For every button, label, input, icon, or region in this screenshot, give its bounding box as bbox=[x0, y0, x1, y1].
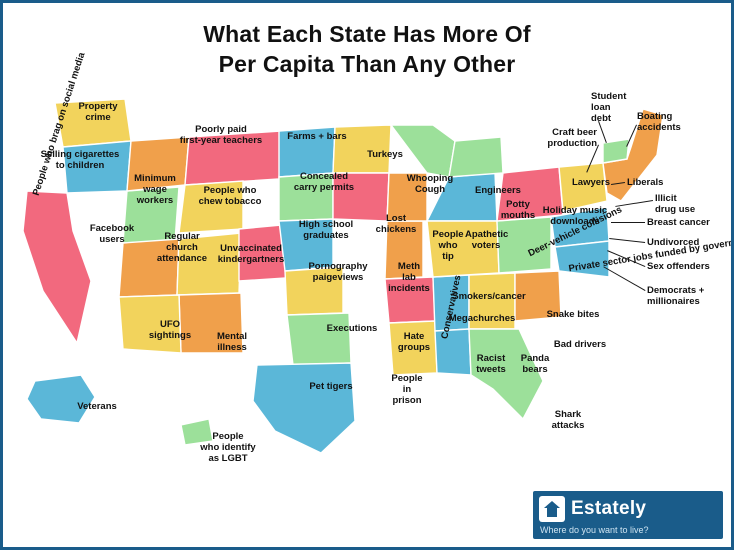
us-map: Property crime Selling cigarettes to chil… bbox=[3, 51, 731, 501]
map-label: Regular church attendance bbox=[156, 231, 208, 264]
map-callout: Liberals bbox=[627, 177, 664, 188]
map-label: Selling cigarettes to children bbox=[40, 149, 120, 171]
map-label: People who tip bbox=[432, 229, 464, 262]
map-label: Poorly paid first-year teachers bbox=[179, 124, 263, 146]
map-callout: Sex offenders bbox=[647, 261, 710, 272]
map-label: Pornography paigeviews bbox=[308, 261, 368, 283]
map-label: Shark attacks bbox=[551, 409, 585, 431]
state-california bbox=[22, 190, 92, 345]
state-florida bbox=[468, 328, 544, 421]
map-label: Minimum wage workers bbox=[134, 173, 176, 206]
map-label: People who chew tobacco bbox=[198, 185, 262, 207]
map-callout: Democrats + millionaires bbox=[647, 285, 705, 307]
state-midatlantic bbox=[554, 240, 610, 278]
map-label: Holiday music downloads bbox=[542, 205, 608, 227]
map-label: Farms + bars bbox=[287, 131, 347, 142]
map-callout: Student loan debt bbox=[591, 91, 627, 124]
map-label: Engineers bbox=[475, 185, 521, 196]
map-label: Meth lab incidents bbox=[388, 261, 430, 294]
state-southcarolina bbox=[514, 270, 562, 322]
map-label: Racist tweets bbox=[476, 353, 506, 375]
map-label: People in prison bbox=[391, 373, 423, 406]
map-label: Potty mouths bbox=[500, 199, 536, 221]
map-callout: Illicit drug use bbox=[655, 193, 696, 215]
map-label: UFO sightings bbox=[148, 319, 192, 341]
map-label: Whooping Cough bbox=[406, 173, 454, 195]
map-label: Hate groups bbox=[397, 331, 431, 353]
map-label: Megachurches bbox=[448, 313, 516, 324]
map-label: Turkeys bbox=[367, 149, 403, 160]
state-michigan bbox=[448, 136, 504, 178]
map-label: Apathetic voters bbox=[465, 229, 509, 251]
brand-logo[interactable]: Estately Where do you want to live? bbox=[533, 491, 723, 539]
map-label: Lost chickens bbox=[375, 213, 417, 235]
brand-tagline: Where do you want to live? bbox=[540, 524, 649, 535]
map-label: Pet tigers bbox=[309, 381, 353, 392]
map-label: Mental illness bbox=[216, 331, 248, 353]
map-label: Facebook users bbox=[89, 223, 135, 245]
map-label: Executions bbox=[326, 323, 378, 334]
map-shapes bbox=[22, 98, 664, 454]
state-oklahoma bbox=[286, 312, 352, 366]
map-label: High school graduates bbox=[298, 219, 354, 241]
map-label: Panda bears bbox=[520, 353, 550, 375]
map-label: Veterans bbox=[77, 401, 117, 412]
callout-leader-line bbox=[611, 222, 645, 223]
map-label: Unvaccinated kindergartners bbox=[217, 243, 285, 265]
map-label: Bad drivers bbox=[553, 339, 607, 350]
house-icon bbox=[539, 495, 565, 522]
state-alaska bbox=[26, 374, 96, 424]
page-title: What Each State Has More Of Per Capita T… bbox=[3, 21, 731, 78]
state-northeast bbox=[602, 108, 664, 202]
map-callout: Craft beer production bbox=[547, 127, 597, 149]
map-callout: Undivorced bbox=[647, 237, 700, 248]
title-line-1: What Each State Has More Of bbox=[203, 21, 531, 47]
state-hawaii bbox=[180, 418, 214, 446]
map-callout: Boating accidents bbox=[637, 111, 681, 133]
logo-top-row: Estately bbox=[539, 495, 723, 522]
title-line-2: Per Capita Than Any Other bbox=[218, 51, 516, 77]
map-label: Smokers/cancer bbox=[452, 291, 526, 302]
map-label: People who identify as LGBT bbox=[200, 431, 256, 464]
state-vermont bbox=[602, 138, 630, 164]
state-sw bbox=[118, 294, 182, 354]
map-label: Snake bites bbox=[546, 309, 600, 320]
map-label: Concealed carry permits bbox=[293, 171, 355, 193]
brand-name: Estately bbox=[571, 497, 647, 519]
state-texas bbox=[252, 362, 356, 454]
map-label: Lawyers bbox=[571, 177, 611, 188]
map-label: Property crime bbox=[78, 101, 118, 123]
map-callout: Breast cancer bbox=[647, 217, 710, 228]
